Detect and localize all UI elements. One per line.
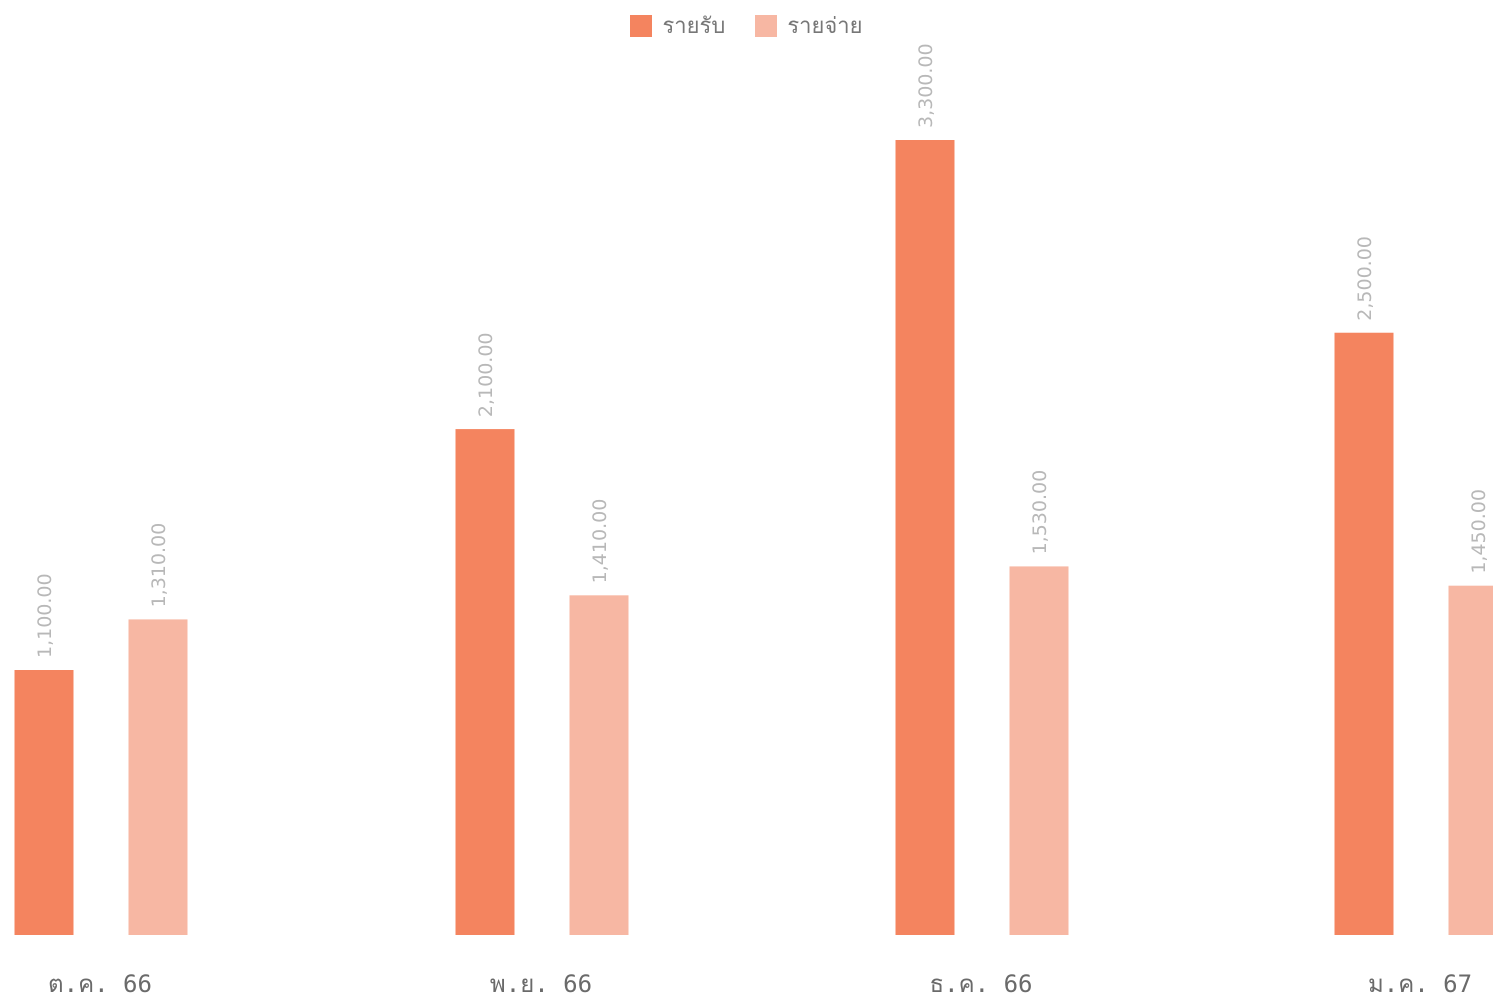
legend: รายรับ รายจ่าย — [0, 8, 1493, 43]
data-label-expense-oct-66: 1,310.00 — [148, 523, 170, 608]
legend-label-expense: รายจ่าย — [787, 14, 863, 39]
bar-expense-dec-66[interactable] — [1009, 566, 1069, 935]
data-label-income-jan-67: 2,500.00 — [1354, 236, 1376, 321]
bar-expense-jan-67[interactable] — [1448, 585, 1493, 935]
bar-income-dec-66[interactable] — [895, 140, 955, 935]
legend-item-expense[interactable]: รายจ่าย — [755, 8, 863, 43]
bar-income-oct-66[interactable] — [14, 670, 74, 935]
legend-label-income: รายรับ — [662, 14, 726, 39]
data-label-income-oct-66: 1,100.00 — [34, 573, 56, 658]
bar-income-jan-67[interactable] — [1334, 332, 1394, 935]
x-tick-label-dec-66: ธ.ค. 66 — [930, 970, 1033, 998]
legend-item-income[interactable]: รายรับ — [630, 8, 725, 43]
bar-expense-oct-66[interactable] — [128, 619, 188, 935]
data-label-expense-dec-66: 1,530.00 — [1029, 470, 1051, 555]
bar-expense-nov-66[interactable] — [569, 595, 629, 935]
x-tick-label-nov-66: พ.ย. 66 — [490, 970, 592, 998]
x-tick-label-oct-66: ต.ค. 66 — [48, 970, 152, 998]
legend-swatch-expense — [755, 14, 778, 37]
legend-swatch-income — [630, 14, 653, 37]
bar-income-nov-66[interactable] — [455, 429, 515, 935]
data-label-income-nov-66: 2,100.00 — [475, 332, 497, 417]
data-label-expense-jan-67: 1,450.00 — [1468, 489, 1490, 574]
x-tick-label-jan-67: ม.ค. 67 — [1368, 970, 1472, 998]
data-label-income-dec-66: 3,300.00 — [915, 43, 937, 128]
data-label-expense-nov-66: 1,410.00 — [589, 499, 611, 584]
